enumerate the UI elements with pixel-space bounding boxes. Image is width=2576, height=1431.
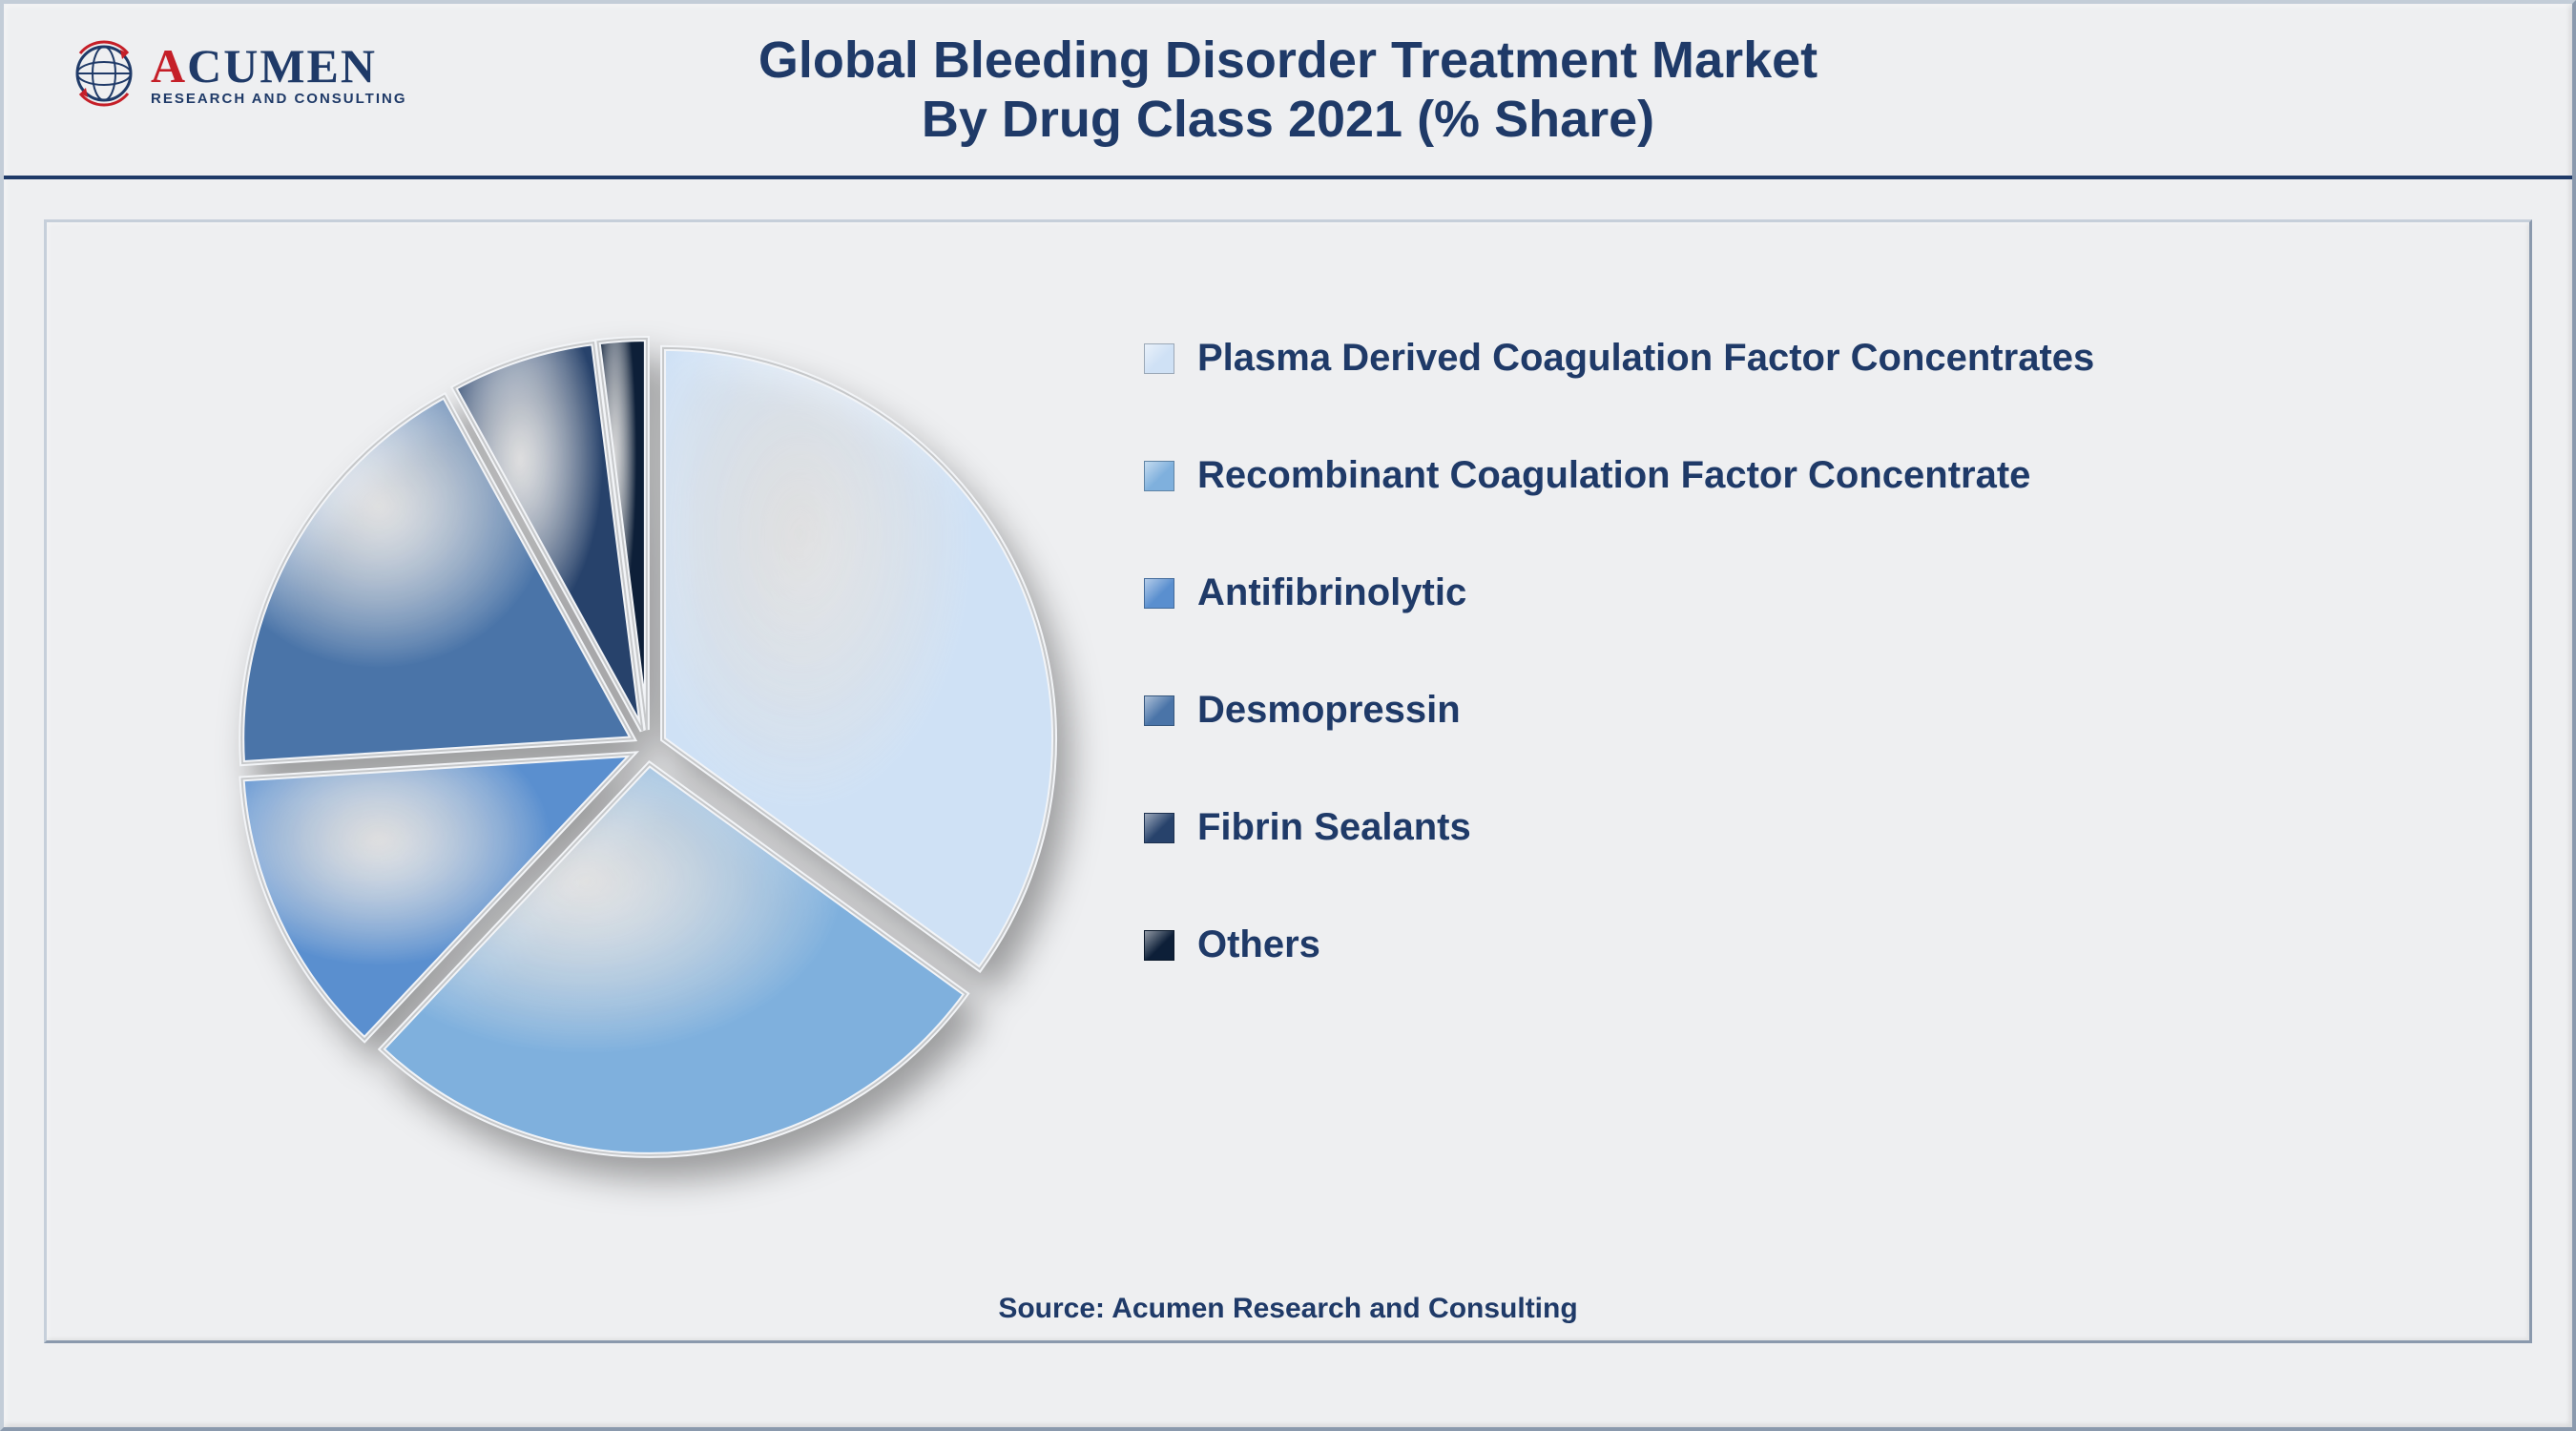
- source-attribution: Source: Acumen Research and Consulting: [47, 1293, 2529, 1325]
- title-line-1: Global Bleeding Disorder Treatment Marke…: [42, 31, 2534, 90]
- globe-icon: [71, 40, 137, 107]
- title-line-2: By Drug Class 2021 (% Share): [42, 90, 2534, 149]
- legend-swatch-icon: [1144, 461, 1174, 491]
- brand-logo: ACUMEN RESEARCH AND CONSULTING: [71, 40, 407, 107]
- legend-item: Antifibrinolytic: [1144, 571, 2472, 614]
- legend-label: Fibrin Sealants: [1197, 806, 1471, 849]
- pie-chart: [218, 299, 1077, 1157]
- chart-body: Plasma Derived Coagulation Factor Concen…: [4, 179, 2572, 1400]
- legend-swatch-icon: [1144, 343, 1174, 374]
- header: ACUMEN RESEARCH AND CONSULTING Global Bl…: [4, 4, 2572, 179]
- legend: Plasma Derived Coagulation Factor Concen…: [1144, 337, 2472, 966]
- brand-first-letter: A: [151, 39, 187, 93]
- legend-label: Recombinant Coagulation Factor Concentra…: [1197, 454, 2030, 497]
- legend-label: Desmopressin: [1197, 689, 1461, 732]
- legend-item: Fibrin Sealants: [1144, 806, 2472, 849]
- legend-item: Recombinant Coagulation Factor Concentra…: [1144, 454, 2472, 497]
- legend-swatch-icon: [1144, 578, 1174, 609]
- inner-panel: Plasma Derived Coagulation Factor Concen…: [44, 219, 2532, 1343]
- legend-swatch-icon: [1144, 930, 1174, 961]
- legend-label: Antifibrinolytic: [1197, 571, 1466, 614]
- legend-swatch-icon: [1144, 695, 1174, 726]
- brand-text: ACUMEN RESEARCH AND CONSULTING: [151, 42, 407, 106]
- legend-label: Others: [1197, 923, 1320, 966]
- chart-frame: ACUMEN RESEARCH AND CONSULTING Global Bl…: [0, 0, 2576, 1431]
- chart-title: Global Bleeding Disorder Treatment Marke…: [42, 31, 2534, 149]
- brand-tagline: RESEARCH AND CONSULTING: [151, 92, 407, 106]
- legend-label: Plasma Derived Coagulation Factor Concen…: [1197, 337, 2094, 380]
- legend-item: Desmopressin: [1144, 689, 2472, 732]
- legend-swatch-icon: [1144, 813, 1174, 843]
- brand-rest: CUMEN: [187, 39, 377, 93]
- legend-item: Others: [1144, 923, 2472, 966]
- legend-item: Plasma Derived Coagulation Factor Concen…: [1144, 337, 2472, 380]
